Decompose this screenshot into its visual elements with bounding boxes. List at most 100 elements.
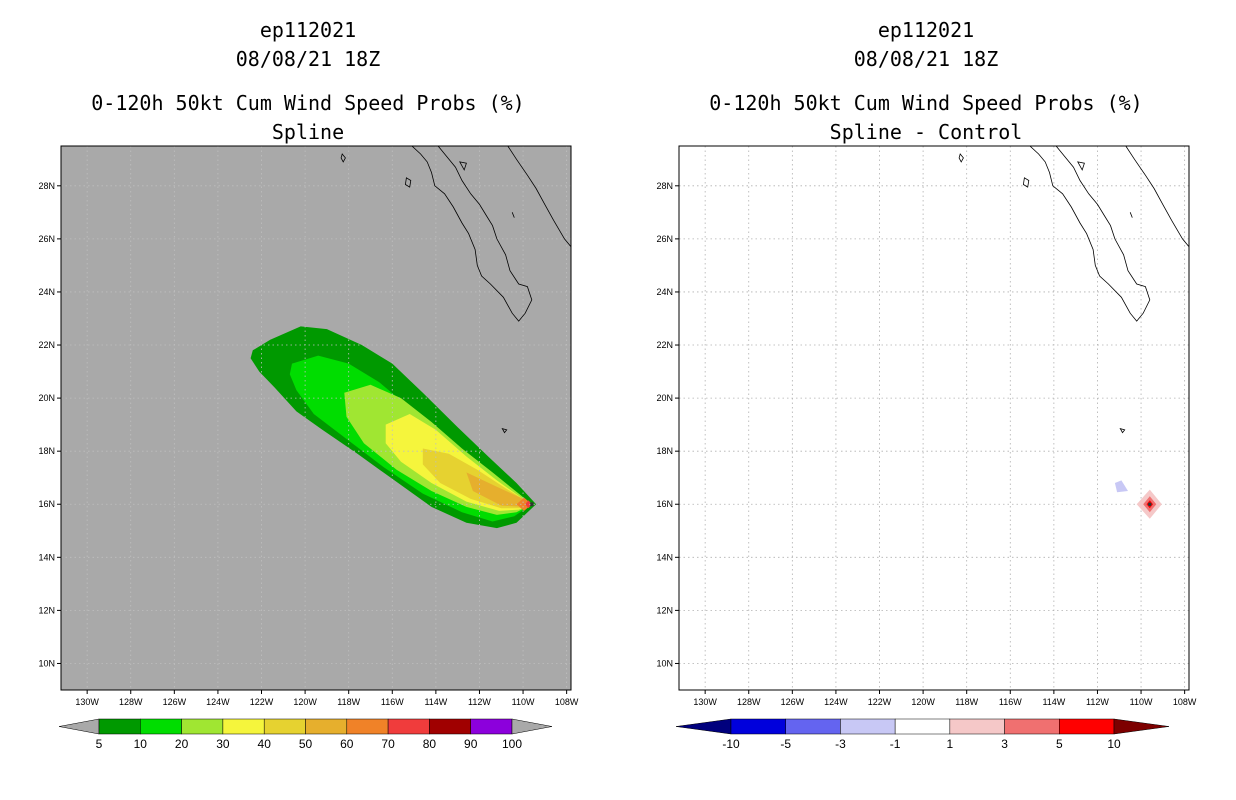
right-map-panel: 130W 128W 126W 124W 122W 120W 118W 116W 114W 112W… <box>656 145 1197 707</box>
contour-level-70 <box>525 500 532 509</box>
x-tick-label: 114W <box>424 697 447 707</box>
left-gridlines <box>61 146 571 690</box>
colorbar-swatch <box>387 718 430 735</box>
colorbar-low-end <box>58 718 100 735</box>
colorbar-label: 100 <box>502 737 522 751</box>
island-outline <box>501 427 508 434</box>
island-outline <box>404 177 412 188</box>
right-gridlines <box>679 146 1189 690</box>
y-tick-label: 20N <box>38 393 55 403</box>
x-tick-label: 118W <box>337 697 360 707</box>
island-outline <box>1129 212 1133 218</box>
colorbar-swatch <box>222 718 265 735</box>
colorbar-swatch <box>1004 718 1060 735</box>
left-storm-id: ep112021 <box>260 18 356 42</box>
colorbar-swatch <box>305 718 348 735</box>
y-tick-label: 20N <box>656 393 673 403</box>
y-tick-label: 18N <box>656 446 673 456</box>
x-tick-label: 126W <box>781 697 805 707</box>
colorbar-swatch <box>429 718 471 735</box>
right-map-background <box>679 146 1189 690</box>
y-tick-label: 14N <box>38 552 55 562</box>
left-coastline <box>340 146 571 434</box>
colorbar-swatch <box>1059 718 1115 735</box>
x-tick-label: 110W <box>1130 697 1153 707</box>
colorbar-label: 20 <box>175 737 189 751</box>
y-tick-label: 10N <box>656 658 673 668</box>
left-probability-contours <box>250 326 537 529</box>
island-outline <box>1119 427 1126 434</box>
y-tick-label: 16N <box>38 499 55 509</box>
right-datetime: 08/08/21 18Z <box>854 47 999 71</box>
x-tick-label: 124W <box>824 697 848 707</box>
contour-level-50 <box>466 472 530 507</box>
right-axis-ticks: 130W 128W 126W 124W 122W 120W 118W 116W 114W 112W… <box>656 181 1196 707</box>
colorbar-swatch <box>140 718 182 735</box>
left-colorbar: 5 10 20 30 40 50 60 70 80 90 100 <box>58 718 553 751</box>
colorbar-high-end <box>1113 718 1170 735</box>
mainland-mexico-coast <box>1125 146 1189 248</box>
y-tick-label: 12N <box>38 605 55 615</box>
colorbar-label: 30 <box>216 737 230 751</box>
x-tick-label: 112W <box>1086 697 1109 707</box>
colorbar-swatch <box>894 718 951 735</box>
x-tick-label: 130W <box>75 697 99 707</box>
y-tick-label: 26N <box>38 234 55 244</box>
right-storm-id: ep112021 <box>878 18 974 42</box>
x-tick-label: 108W <box>1173 697 1197 707</box>
left-subtitle: Spline <box>272 120 344 144</box>
colorbar-label: -5 <box>780 737 791 751</box>
y-tick-label: 12N <box>656 605 673 615</box>
y-tick-label: 22N <box>38 340 55 350</box>
colorbar-label: 80 <box>423 737 437 751</box>
colorbar-swatch <box>470 718 513 735</box>
island-outline <box>958 153 964 163</box>
colorbar-label: 10 <box>1107 737 1121 751</box>
colorbar-label: 50 <box>299 737 313 751</box>
colorbar-swatch <box>98 718 141 735</box>
colorbar-swatch <box>346 718 389 735</box>
y-tick-label: 22N <box>656 340 673 350</box>
right-title: 0-120h 50kt Cum Wind Speed Probs (%) <box>709 91 1142 115</box>
right-difference-contours <box>1114 480 1162 519</box>
y-tick-label: 24N <box>38 287 55 297</box>
island-outline <box>340 153 346 163</box>
storm-center-marker <box>529 502 534 507</box>
island-outline <box>459 161 467 171</box>
island-outline <box>511 212 515 218</box>
x-tick-label: 128W <box>737 697 761 707</box>
contour-level-neg1 <box>1114 480 1128 493</box>
x-tick-label: 130W <box>693 697 717 707</box>
x-tick-label: 122W <box>250 697 274 707</box>
right-map-frame <box>678 145 1190 691</box>
y-tick-label: 28N <box>38 181 55 191</box>
y-tick-label: 14N <box>656 552 673 562</box>
x-tick-label: 110W <box>512 697 535 707</box>
left-datetime: 08/08/21 18Z <box>236 47 381 71</box>
left-map-frame <box>60 145 572 691</box>
y-tick-label: 18N <box>38 446 55 456</box>
x-tick-label: 128W <box>119 697 143 707</box>
right-coastline <box>958 146 1189 434</box>
right-subtitle: Spline - Control <box>830 120 1023 144</box>
y-tick-label: 10N <box>38 658 55 668</box>
x-tick-label: 124W <box>206 697 230 707</box>
y-tick-label: 26N <box>656 234 673 244</box>
y-tick-label: 16N <box>656 499 673 509</box>
left-title: 0-120h 50kt Cum Wind Speed Probs (%) <box>91 91 524 115</box>
colorbar-swatch <box>730 718 786 735</box>
x-tick-label: 118W <box>955 697 978 707</box>
x-tick-label: 126W <box>163 697 187 707</box>
x-tick-label: 108W <box>555 697 579 707</box>
colorbar-swatch <box>840 718 896 735</box>
y-tick-label: 24N <box>656 287 673 297</box>
colorbar-swatch <box>949 718 1005 735</box>
colorbar-label: 5 <box>96 737 103 751</box>
colorbar-label: 1 <box>947 737 954 751</box>
x-tick-label: 120W <box>911 697 935 707</box>
x-tick-label: 116W <box>381 697 404 707</box>
baja-california-coast <box>411 146 533 322</box>
colorbar-label: 40 <box>258 737 272 751</box>
left-axis-ticks: 130W 128W 126W 124W 122W 120W 118W 116W 114W 112W… <box>38 181 578 707</box>
